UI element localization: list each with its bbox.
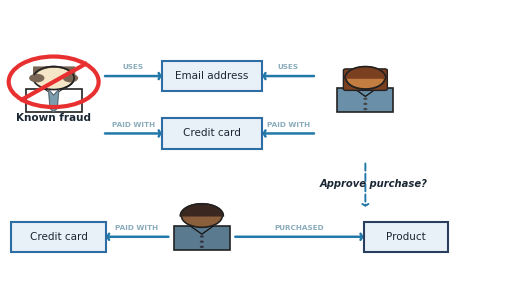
Polygon shape bbox=[180, 204, 223, 216]
Polygon shape bbox=[49, 90, 59, 111]
Text: USES: USES bbox=[123, 64, 144, 70]
Text: Email address: Email address bbox=[175, 71, 249, 81]
Text: Approve purchase?: Approve purchase? bbox=[320, 179, 428, 189]
Text: Credit card: Credit card bbox=[30, 232, 88, 242]
Text: Known fraud: Known fraud bbox=[16, 113, 91, 123]
Text: Product: Product bbox=[386, 232, 426, 242]
Circle shape bbox=[363, 98, 367, 100]
FancyBboxPatch shape bbox=[364, 222, 449, 252]
Circle shape bbox=[29, 74, 44, 82]
Circle shape bbox=[346, 67, 385, 89]
FancyBboxPatch shape bbox=[49, 85, 59, 90]
Circle shape bbox=[63, 74, 78, 82]
Text: USES: USES bbox=[277, 64, 299, 70]
Circle shape bbox=[200, 241, 204, 243]
FancyBboxPatch shape bbox=[337, 88, 393, 112]
FancyBboxPatch shape bbox=[162, 61, 262, 91]
FancyBboxPatch shape bbox=[26, 89, 82, 112]
Circle shape bbox=[363, 108, 367, 110]
FancyBboxPatch shape bbox=[360, 84, 370, 91]
Text: PAID WITH: PAID WITH bbox=[112, 122, 155, 128]
FancyBboxPatch shape bbox=[162, 118, 262, 148]
Polygon shape bbox=[345, 67, 386, 78]
Text: PAID WITH: PAID WITH bbox=[267, 122, 310, 128]
Circle shape bbox=[181, 204, 222, 227]
FancyBboxPatch shape bbox=[174, 226, 230, 250]
Circle shape bbox=[363, 103, 367, 105]
FancyBboxPatch shape bbox=[12, 222, 106, 252]
Text: Credit card: Credit card bbox=[183, 129, 241, 138]
FancyBboxPatch shape bbox=[343, 69, 387, 90]
Circle shape bbox=[200, 246, 204, 248]
Text: PURCHASED: PURCHASED bbox=[274, 225, 324, 231]
Circle shape bbox=[33, 67, 74, 90]
Circle shape bbox=[200, 235, 204, 238]
Circle shape bbox=[346, 67, 385, 89]
Text: PAID WITH: PAID WITH bbox=[115, 225, 158, 231]
FancyBboxPatch shape bbox=[197, 222, 207, 228]
